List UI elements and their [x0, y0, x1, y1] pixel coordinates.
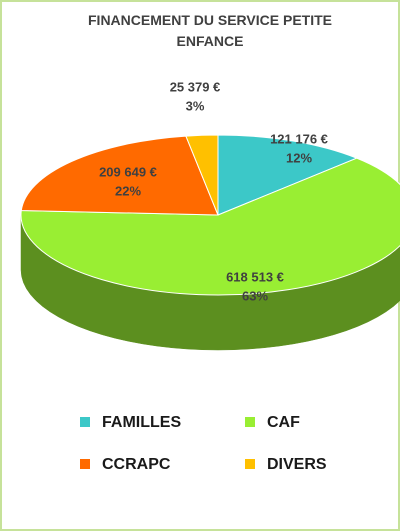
slice	[20, 135, 219, 216]
legend-swatch	[245, 417, 255, 427]
value-label: 209 649 €	[99, 164, 157, 179]
legend-swatch	[245, 459, 255, 469]
legend-label: CCRAPC	[102, 456, 171, 473]
value-label: 618 513 €	[226, 269, 284, 284]
percent-label: 3%	[186, 98, 205, 113]
slice	[185, 134, 219, 216]
legend-label: DIVERS	[267, 456, 327, 473]
value-label: 121 176 €	[270, 131, 328, 146]
percent-label: 63%	[242, 288, 268, 303]
percent-label: 22%	[115, 183, 141, 198]
legend-swatch	[80, 459, 90, 469]
chart-title: FINANCEMENT DU SERVICE PETITE ENFANCE	[88, 12, 332, 49]
slice	[20, 157, 400, 296]
legend-swatch	[80, 417, 90, 427]
value-label: 25 379 €	[170, 79, 221, 94]
slice	[217, 134, 359, 216]
percent-label: 12%	[286, 150, 312, 165]
legend-label: FAMILLES	[102, 414, 181, 431]
legend-label: CAF	[267, 414, 300, 431]
